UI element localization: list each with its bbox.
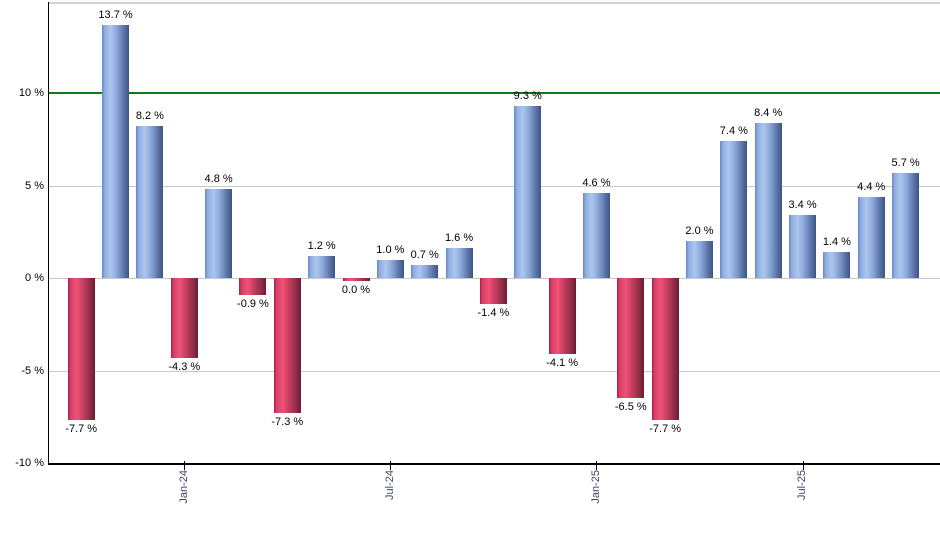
- bar: [205, 189, 233, 278]
- bar: [823, 252, 851, 278]
- bar: [892, 172, 920, 278]
- bar: [582, 192, 610, 278]
- bar: [376, 259, 404, 278]
- bar: [514, 105, 542, 278]
- gridline-5: [49, 185, 940, 187]
- gridline--5: [49, 370, 940, 372]
- bar: [170, 278, 198, 358]
- bar-value-label: 4.4 %: [857, 180, 886, 193]
- bar: [411, 265, 439, 278]
- bar: [857, 196, 885, 278]
- bar-value-label: 7.4 %: [719, 125, 748, 138]
- bar: [445, 248, 473, 278]
- reference-line-10pct: [49, 92, 940, 94]
- bar-value-label: 8.4 %: [754, 106, 783, 119]
- bar: [342, 278, 370, 281]
- x-axis-tick-label: Jul-25: [796, 470, 809, 500]
- bar: [548, 278, 576, 354]
- bar-value-label: -4.1 %: [546, 356, 578, 369]
- bar: [102, 24, 130, 278]
- x-axis-tick-label: Jan-25: [589, 470, 602, 504]
- bar-value-label: -7.7 %: [65, 423, 98, 436]
- x-axis-tick-label: Jul-24: [383, 470, 396, 500]
- x-axis-tick-mark: [596, 461, 598, 470]
- bar: [136, 126, 164, 278]
- bar-value-label: -7.7 %: [649, 423, 682, 436]
- bar-value-label: 0.7 %: [410, 249, 439, 262]
- bar-value-label: -7.3 %: [271, 416, 304, 429]
- bar-value-label: 3.4 %: [788, 199, 817, 212]
- bar-value-label: 4.8 %: [204, 173, 233, 186]
- x-axis-tick-mark: [184, 461, 186, 470]
- plot-top-border: [48, 2, 940, 4]
- y-axis-tick-label: 5 %: [25, 179, 44, 192]
- x-axis-tick-mark: [802, 461, 804, 470]
- y-axis-tick-label: 10 %: [18, 87, 44, 99]
- bar: [308, 255, 336, 278]
- bar: [617, 278, 645, 399]
- x-axis-line: [48, 463, 940, 465]
- y-axis-tick-label: -5 %: [21, 364, 44, 377]
- bar-value-label: 1.4 %: [822, 236, 851, 249]
- bar-value-label: 1.6 %: [444, 232, 474, 245]
- bar-value-label: 9.3 %: [513, 89, 542, 102]
- bar-value-label: -6.5 %: [614, 401, 647, 414]
- bar-value-label: 2.0 %: [685, 225, 714, 237]
- bar: [273, 278, 301, 414]
- y-axis-tick-label: -10 %: [15, 457, 44, 469]
- bar-value-label: 5.7 %: [891, 156, 920, 169]
- bar-value-label: -1.4 %: [477, 306, 510, 319]
- x-axis-tick-mark: [390, 461, 392, 470]
- y-axis-tick-label: 0 %: [25, 272, 44, 284]
- bar: [67, 278, 95, 421]
- bar-value-label: 8.2 %: [135, 110, 164, 123]
- bar: [686, 241, 713, 278]
- bar-value-label: -4.3 %: [168, 360, 201, 373]
- bar-value-label: 4.6 %: [582, 176, 611, 189]
- bar-value-label: -0.9 %: [237, 297, 269, 310]
- bar-value-label: 0.0 %: [341, 284, 371, 296]
- bar: [720, 141, 748, 278]
- bar-value-label: 13.7 %: [98, 8, 133, 21]
- x-axis-tick-label: Jan-24: [177, 470, 190, 504]
- bar-value-label: 1.0 %: [376, 243, 405, 256]
- y-axis-line: [48, 2, 49, 465]
- bar-value-label: 1.2 %: [307, 239, 336, 252]
- bar: [754, 122, 782, 278]
- bar: [789, 215, 817, 278]
- bar: [479, 278, 507, 304]
- bar: [651, 278, 679, 421]
- bar: [239, 278, 267, 295]
